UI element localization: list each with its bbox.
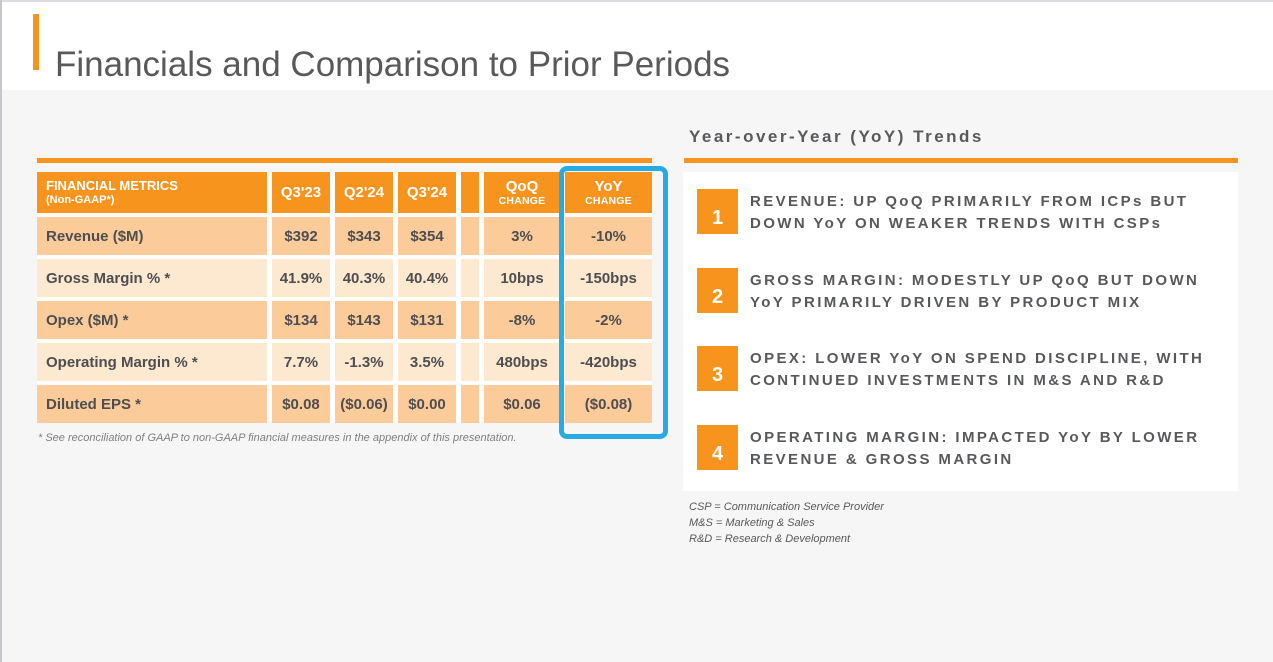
period-label: Q3'23 [280, 183, 322, 201]
spacer-cell [461, 343, 479, 381]
value-cell: $343 [335, 217, 393, 255]
legend-line-ms: M&S = Marketing & Sales [689, 517, 815, 529]
metric-cell: Gross Margin % * [37, 259, 267, 297]
title-band: Financials and Comparison to Prior Perio… [0, 0, 1273, 90]
metric-cell: Opex ($M) * [37, 301, 267, 339]
metric-cell: Operating Margin % * [37, 343, 267, 381]
value-cell: $392 [272, 217, 330, 255]
table-header-metrics: FINANCIAL METRICS (Non-GAAP*) [37, 172, 267, 213]
yoy-value-cell: -10% [565, 217, 652, 255]
qoq-subtitle: CHANGE [498, 195, 546, 208]
table-header-yoy: YoY CHANGE [565, 172, 652, 213]
period-label: Q3'24 [406, 183, 448, 201]
value-cell: 40.3% [335, 259, 393, 297]
gaap-footnote: * See reconciliation of GAAP to non-GAAP… [38, 432, 517, 444]
qoq-value-cell: 10bps [484, 259, 560, 297]
spacer-cell [461, 259, 479, 297]
financial-metrics-table: FINANCIAL METRICS (Non-GAAP*) Q3'23 Q2'2… [37, 172, 652, 423]
period-label: Q2'24 [343, 183, 385, 201]
trend-item-operating-margin: 4 OPERATING MARGIN: IMPACTED YoY BY LOWE… [697, 425, 1228, 471]
value-cell: 3.5% [398, 343, 456, 381]
metric-cell: Diluted EPS * [37, 385, 267, 423]
trend-text: OPERATING MARGIN: IMPACTED YoY BY LOWER … [750, 429, 1200, 468]
value-cell: ($0.06) [335, 385, 393, 423]
qoq-title: QoQ [505, 177, 539, 195]
trend-item-gross-margin: 2 GROSS MARGIN: MODESTLY UP QoQ BUT DOWN… [697, 268, 1228, 314]
legend-line-rd: R&D = Research & Development [689, 533, 851, 545]
value-cell: 41.9% [272, 259, 330, 297]
yoy-title: YoY [594, 177, 623, 195]
trend-text: GROSS MARGIN: MODESTLY UP QoQ BUT DOWN Y… [750, 272, 1200, 311]
value-cell: $131 [398, 301, 456, 339]
table-header-metrics-title: FINANCIAL METRICS [46, 177, 178, 193]
trends-heading: Year-over-Year (YoY) Trends [689, 127, 984, 146]
trend-number-badge: 3 [697, 346, 738, 391]
table-header-spacer [461, 172, 479, 213]
spacer-cell [461, 217, 479, 255]
yoy-value-cell: -2% [565, 301, 652, 339]
trends-heading-underline [684, 158, 1238, 163]
value-cell: $143 [335, 301, 393, 339]
trend-text: REVENUE: UP QoQ PRIMARILY FROM ICPs BUT … [750, 193, 1189, 232]
yoy-value-cell: ($0.08) [565, 385, 652, 423]
trend-number-badge: 1 [697, 189, 738, 234]
trend-text: OPEX: LOWER YoY ON SPEND DISCIPLINE, WIT… [750, 350, 1205, 389]
trend-item-revenue: 1 REVENUE: UP QoQ PRIMARILY FROM ICPs BU… [697, 189, 1228, 235]
value-cell: 7.7% [272, 343, 330, 381]
table-header-qoq: QoQ CHANGE [484, 172, 560, 213]
slide-top-border [0, 0, 1273, 2]
qoq-value-cell: -8% [484, 301, 560, 339]
value-cell: $0.00 [398, 385, 456, 423]
value-cell: $0.08 [272, 385, 330, 423]
slide-left-border [0, 0, 2, 662]
value-cell: $354 [398, 217, 456, 255]
table-header-period: Q3'24 [398, 172, 456, 213]
trend-number-badge: 2 [697, 268, 738, 313]
qoq-value-cell: $0.06 [484, 385, 560, 423]
title-accent-bar [33, 14, 39, 70]
spacer-cell [461, 301, 479, 339]
value-cell: 40.4% [398, 259, 456, 297]
qoq-value-cell: 3% [484, 217, 560, 255]
table-header-period: Q3'23 [272, 172, 330, 213]
yoy-value-cell: -150bps [565, 259, 652, 297]
metric-cell: Revenue ($M) [37, 217, 267, 255]
legend-line-csp: CSP = Communication Service Provider [689, 501, 884, 513]
trends-card: 1 REVENUE: UP QoQ PRIMARILY FROM ICPs BU… [683, 172, 1238, 491]
trend-number-badge: 4 [697, 425, 738, 470]
trend-item-opex: 3 OPEX: LOWER YoY ON SPEND DISCIPLINE, W… [697, 346, 1228, 392]
qoq-value-cell: 480bps [484, 343, 560, 381]
spacer-cell [461, 385, 479, 423]
yoy-value-cell: -420bps [565, 343, 652, 381]
table-top-accent-bar [37, 158, 652, 163]
abbreviation-legend: CSP = Communication Service Provider M&S… [689, 499, 884, 547]
page-title: Financials and Comparison to Prior Perio… [55, 45, 731, 85]
value-cell: $134 [272, 301, 330, 339]
table-header-metrics-subtitle: (Non-GAAP*) [46, 193, 115, 206]
table-header-period: Q2'24 [335, 172, 393, 213]
yoy-subtitle: CHANGE [585, 195, 632, 208]
value-cell: -1.3% [335, 343, 393, 381]
